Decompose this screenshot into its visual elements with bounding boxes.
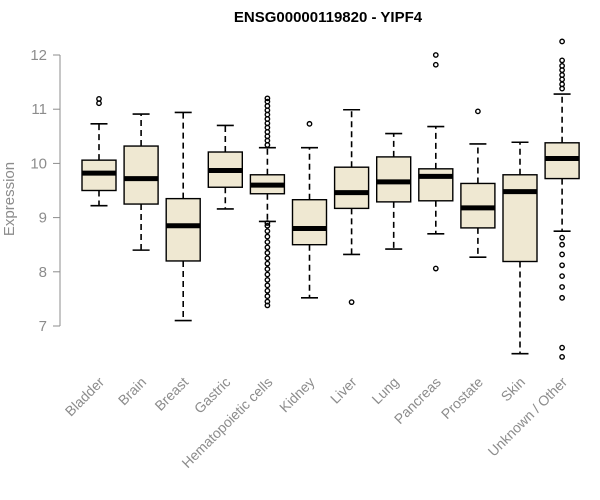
outlier-point <box>264 239 271 245</box>
box-hematopoietic-cells <box>249 95 286 309</box>
box-pancreas <box>418 52 454 272</box>
outlier-point <box>559 62 565 69</box>
outlier-point <box>264 98 271 105</box>
box-lung <box>376 132 412 250</box>
y-tick-label: 8 <box>39 264 47 281</box>
box-series <box>81 38 580 360</box>
box-breast <box>165 111 201 322</box>
box-iqr <box>291 199 328 246</box>
outlier-point <box>264 298 271 305</box>
x-tick-label: Lung <box>368 374 401 407</box>
outlier-point <box>432 265 439 272</box>
x-tick-label: Bladder <box>62 374 108 420</box>
box-bladder <box>81 96 117 207</box>
y-tick-label: 11 <box>31 101 47 118</box>
outlier-point <box>559 344 565 351</box>
x-tick-label: Kidney <box>276 374 318 416</box>
box-iqr <box>123 145 159 205</box>
outlier-point <box>348 299 355 306</box>
outlier-point <box>559 72 565 78</box>
outlier-point <box>264 255 271 262</box>
x-tick-label: Pancreas <box>391 374 444 427</box>
x-tick-label: Skin <box>498 374 529 405</box>
outlier-point <box>264 277 271 283</box>
box-liver <box>333 108 370 306</box>
outlier-point <box>264 220 271 226</box>
outlier-point <box>264 260 271 267</box>
outlier-point <box>306 120 313 127</box>
box-brain <box>123 113 159 251</box>
outlier-point <box>559 251 565 258</box>
box-unknown-other <box>544 38 580 360</box>
outlier-point <box>559 241 565 248</box>
outlier-point <box>559 57 565 64</box>
outlier-point <box>264 282 271 289</box>
outlier-point <box>559 262 565 269</box>
outlier-point <box>264 95 271 102</box>
outlier-point <box>432 52 439 58</box>
outlier-point <box>559 81 565 88</box>
x-tick-label: Brain <box>115 374 149 408</box>
y-tick-label: 12 <box>30 47 47 64</box>
outlier-point <box>264 222 271 229</box>
outlier-point <box>264 233 271 240</box>
y-axis: 7 8 9 10 11 12 <box>30 47 61 335</box>
box-iqr <box>165 197 201 262</box>
box-iqr <box>333 166 370 210</box>
outlier-point <box>559 38 565 45</box>
box-gastric <box>207 124 244 210</box>
outlier-point <box>264 244 271 251</box>
outlier-point <box>264 228 271 235</box>
box-iqr <box>502 174 538 263</box>
outlier-point <box>559 353 565 360</box>
y-tick-label: 7 <box>39 318 47 335</box>
box-prostate <box>460 108 496 258</box>
outlier-point <box>96 96 102 102</box>
x-tick-label: Liver <box>327 374 360 407</box>
outlier-point <box>559 273 565 280</box>
box-iqr <box>418 168 454 202</box>
outlier-point <box>264 266 271 272</box>
outlier-point <box>474 108 481 115</box>
x-tick-label: Prostate <box>438 374 486 422</box>
outlier-point <box>559 234 565 241</box>
outlier-point <box>264 271 271 278</box>
outlier-point <box>264 293 271 300</box>
outlier-point <box>432 61 439 68</box>
y-tick-label: 9 <box>39 210 47 227</box>
x-tick-label: Breast <box>151 374 191 414</box>
y-tick-label: 10 <box>30 155 47 172</box>
outlier-point <box>559 294 565 301</box>
outlier-point <box>559 284 565 290</box>
box-kidney <box>291 120 328 299</box>
chart-title: ENSG00000119820 - YIPF4 <box>234 9 423 26</box>
outlier-point <box>264 287 271 294</box>
box-skin <box>502 141 538 355</box>
x-tick-label: Unknown / Other <box>485 374 571 460</box>
outlier-point <box>264 249 271 256</box>
y-axis-label: Expression <box>1 162 18 236</box>
